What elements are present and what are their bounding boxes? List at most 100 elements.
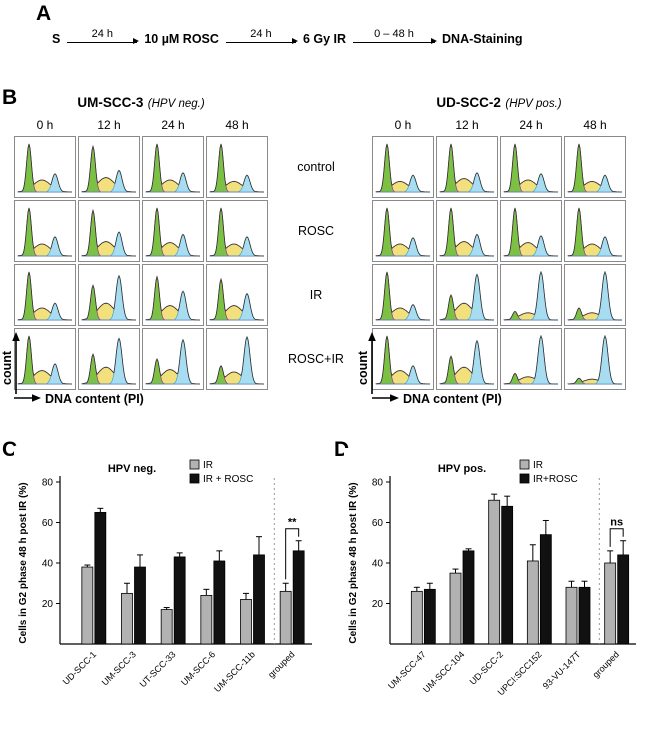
category-label: UM-SCC-104 (421, 649, 466, 694)
histogram-envelope (439, 273, 494, 321)
flow-histogram-ud-scc-2-rosc+ir-12h (436, 328, 498, 390)
flow-histogram-um-scc-3-rosc+ir-0h (14, 328, 76, 390)
dna-histogram-plot (81, 274, 136, 321)
histogram-envelope (209, 277, 264, 321)
flow-histogram-um-scc-3-control-24h (142, 136, 204, 198)
histogram-envelope (375, 143, 430, 193)
dna-axis-label-right: DNA content (PI) (403, 392, 502, 406)
block-title-right: UD-SCC-2 (HPV pos.) (372, 94, 626, 112)
arrow-3-label: 0 – 48 h (374, 28, 414, 40)
dna-histogram-plot (209, 207, 264, 257)
dna-histogram-plot (439, 143, 494, 193)
category-label: grouped (591, 649, 621, 679)
histogram-envelope (209, 143, 264, 193)
flow-histogram-um-scc-3-control-12h (78, 136, 140, 198)
flow-histogram-um-scc-3-control-0h (14, 136, 76, 198)
arrow-3-shaft (353, 37, 438, 44)
dna-histogram-plot (567, 143, 622, 193)
hpv-status-right: (HPV pos.) (505, 98, 562, 110)
dna-histogram-plot (17, 335, 72, 385)
dna-histogram-plot (503, 334, 558, 385)
histogram-envelope (145, 207, 200, 257)
count-axis-arrow-right (368, 332, 376, 394)
treatment-timeline: S 24 h 10 µM ROSC 24 h 6 Gy IR 0 – 48 h … (52, 28, 523, 47)
bar-ir-rosc-ut-scc-33 (173, 556, 186, 645)
bar-ir-ud-scc-1 (81, 566, 94, 645)
timepoint-12h: 12 h (455, 118, 479, 132)
dna-histogram-plot (17, 143, 72, 193)
histogram-envelope (567, 334, 622, 385)
flow-histogram-ud-scc-2-rosc+ir-24h (500, 328, 562, 390)
bar-ir-upci-scc152 (526, 560, 539, 645)
histogram-envelope (17, 143, 72, 193)
flow-histogram-ud-scc-2-rosc-12h (436, 200, 498, 262)
bar-ir-rosc-grouped (292, 550, 305, 645)
legend-swatch (519, 473, 530, 484)
flow-histogram-um-scc-3-rosc-0h (14, 200, 76, 262)
chart-title: HPV neg. (108, 463, 156, 475)
y-tick-label: 40 (42, 559, 54, 570)
row-label-ir: IR (309, 288, 323, 302)
y-tick-label: 80 (372, 478, 384, 489)
flow-histogram-um-scc-3-rosc-12h (78, 200, 140, 262)
timepoint-24h: 24 h (519, 118, 543, 132)
significance-label: ns (610, 517, 623, 529)
dna-axis-arrow-left (14, 394, 41, 402)
dna-histogram-plot (209, 277, 264, 321)
bar-ir-um-scc-3 (121, 592, 133, 645)
category-label: UM-SCC-47 (386, 649, 428, 691)
dna-histogram-plot (375, 143, 430, 193)
dna-histogram-plot (567, 334, 622, 385)
flow-histogram-um-scc-3-ir-24h (142, 264, 204, 326)
timepoint-header-right: 0 h 12 h 24 h 48 h (372, 118, 626, 132)
count-axis-arrow-left (12, 332, 20, 394)
histogram-envelope (567, 143, 622, 193)
flow-histogram-um-scc-3-ir-48h (206, 264, 268, 326)
cell-line-name-left: UM-SCC-3 (77, 95, 144, 110)
legend-swatch (519, 459, 530, 470)
histogram-envelope (439, 207, 494, 257)
timepoint-24h: 24 h (161, 118, 185, 132)
significance-bracket (609, 528, 624, 547)
dna-histogram-plot (439, 207, 494, 257)
timeline-step-ir: 6 Gy IR (302, 32, 347, 46)
legend-swatch (189, 473, 200, 484)
dna-histogram-plot (81, 337, 136, 385)
bar-ir-ud-scc-2 (488, 499, 501, 645)
condition-labels: control ROSC IR ROSC+IR (266, 136, 366, 392)
flow-histogram-ud-scc-2-rosc-48h (564, 200, 626, 262)
histogram-envelope (145, 143, 200, 193)
timeline-arrow-2: 24 h (225, 28, 298, 47)
histogram-grid-left (14, 136, 268, 390)
histogram-envelope (81, 144, 136, 193)
flow-histogram-ud-scc-2-ir-48h (564, 264, 626, 326)
legend-label: IR + ROSC (203, 474, 253, 485)
histogram-envelope (439, 339, 494, 385)
histogram-envelope (17, 207, 72, 257)
chart-title: HPV pos. (438, 463, 486, 475)
block-title-left: UM-SCC-3 (HPV neg.) (14, 94, 268, 112)
histogram-envelope (567, 207, 622, 257)
significance-label: ** (288, 517, 297, 529)
flow-histogram-um-scc-3-rosc+ir-12h (78, 328, 140, 390)
dna-histogram-plot (375, 335, 430, 385)
timeline-arrow-1: 24 h (67, 28, 140, 47)
dna-histogram-plot (81, 208, 136, 257)
dna-histogram-plot (375, 271, 430, 321)
y-axis-title: Cells in G2 phase 48 h post IR (%) (18, 482, 29, 643)
dna-histogram-plot (145, 338, 200, 385)
bar-ir-um-scc-47 (410, 590, 423, 645)
flow-histogram-um-scc-3-rosc+ir-24h (142, 328, 204, 390)
legend-swatch (189, 459, 200, 470)
dna-histogram-plot (209, 143, 264, 193)
row-label-rosc: ROSC (297, 224, 335, 238)
y-tick-label: 20 (372, 599, 384, 610)
bar-ir-um-scc-6 (200, 594, 213, 645)
bar-chart-hpv-pos: 20 40 60 80 Cells in G2 phase 48 h post IR (… (344, 448, 644, 734)
legend-label: IR (533, 460, 543, 471)
histogram-envelope (81, 274, 136, 321)
bar-ir-rosc-93-vu-147t (578, 586, 591, 645)
y-tick-label: 20 (42, 599, 54, 610)
row-label-rosc-ir: ROSC+IR (288, 352, 344, 366)
histogram-envelope (567, 270, 622, 321)
